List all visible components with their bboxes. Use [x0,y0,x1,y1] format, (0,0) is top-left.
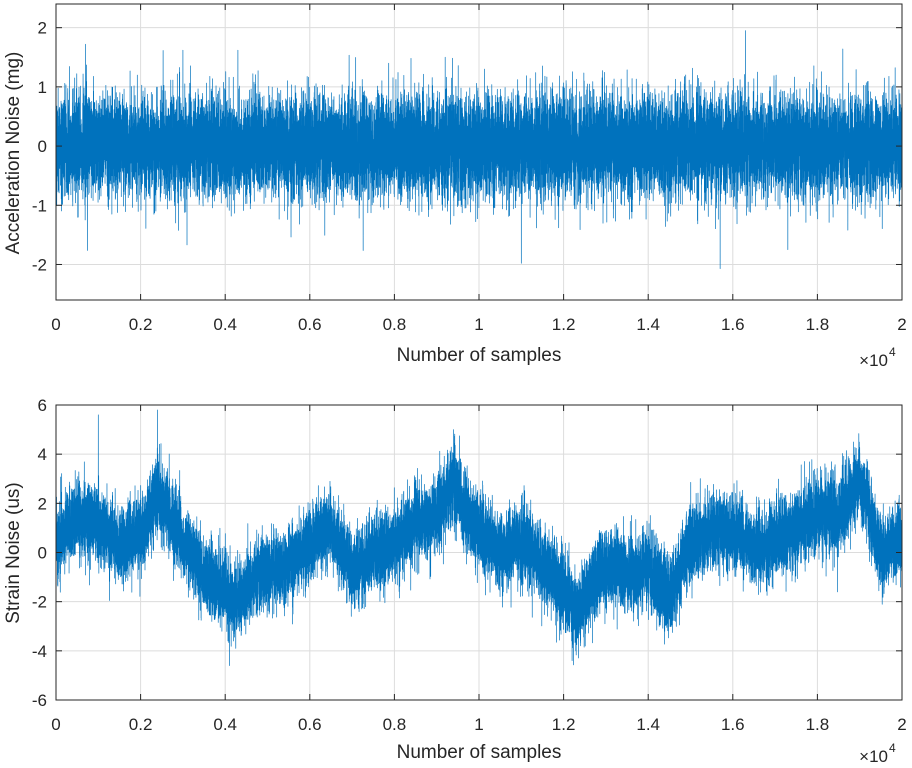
strain-x-tick-label: 1 [474,715,483,734]
strain-x-axis-label: Number of samples [397,742,562,763]
acceleration-y-tick-label: -2 [32,255,47,274]
acceleration-x-tick-label: 1.2 [552,315,576,334]
acceleration-x-tick-label: 1 [474,315,483,334]
strain-x-scale-exponent: 4 [889,741,896,755]
strain-y-tick-label: -6 [32,691,47,710]
acceleration-noise-plot: 0 0.2 0.4 0.6 0.8 1 1.2 1.4 1.6 1.8 2 -2 -1 0 1 2 Numbe… [3,3,907,370]
strain-x-tick-label: 0.2 [129,715,153,734]
strain-x-tick-label: 1.2 [552,715,576,734]
acceleration-x-tick-label: 1.8 [806,315,830,334]
strain-x-scale-base: ×10 [859,747,888,766]
strain-y-axis-label: Strain Noise (us) [3,482,24,624]
acceleration-x-tick-label: 1.4 [636,315,660,334]
strain-y-tick-label: -2 [32,593,47,612]
strain-series [55,409,903,666]
strain-y-tick-label: -4 [32,642,47,661]
acceleration-series-line [55,30,903,269]
strain-x-scale-factor: ×10 4 [859,741,896,766]
acceleration-x-tick-label: 0.2 [129,315,153,334]
acceleration-y-tick-label: 2 [38,19,47,38]
strain-x-tick-label: 0 [51,715,60,734]
acceleration-series [55,30,903,269]
strain-ticks: 0 0.2 0.4 0.6 0.8 1 1.2 1.4 1.6 1.8 2 -6 -4 -2 0 2 4 6 [32,396,907,734]
acceleration-x-scale-factor: ×10 4 [859,345,896,370]
acceleration-x-scale-base: ×10 [859,351,888,370]
acceleration-ticks: 0 0.2 0.4 0.6 0.8 1 1.2 1.4 1.6 1.8 2 -2 -1 0 1 2 [32,4,907,334]
acceleration-x-tick-label: 1.6 [721,315,745,334]
strain-x-tick-label: 0.4 [213,715,237,734]
strain-x-tick-label: 2 [897,715,906,734]
strain-x-tick-label: 1.4 [636,715,660,734]
acceleration-x-tick-label: 0.4 [213,315,237,334]
acceleration-y-tick-label: 1 [38,78,47,97]
acceleration-x-scale-exponent: 4 [889,345,896,359]
acceleration-x-tick-label: 2 [897,315,906,334]
acceleration-x-tick-label: 0.6 [298,315,322,334]
acceleration-y-tick-label: 0 [38,137,47,156]
strain-x-tick-label: 1.8 [806,715,830,734]
acceleration-y-tick-label: -1 [32,196,47,215]
strain-series-line [55,409,903,666]
acceleration-x-tick-label: 0 [51,315,60,334]
acceleration-x-axis-label: Number of samples [397,345,562,366]
strain-y-tick-label: 6 [38,396,47,415]
acceleration-y-axis-label: Acceleration Noise (mg) [3,52,24,255]
strain-y-tick-label: 0 [38,544,47,563]
strain-y-tick-label: 4 [38,445,47,464]
strain-y-tick-label: 2 [38,494,47,513]
strain-x-tick-label: 1.6 [721,715,745,734]
acceleration-x-tick-label: 0.8 [383,315,407,334]
strain-x-tick-label: 0.6 [298,715,322,734]
strain-x-tick-label: 0.8 [383,715,407,734]
